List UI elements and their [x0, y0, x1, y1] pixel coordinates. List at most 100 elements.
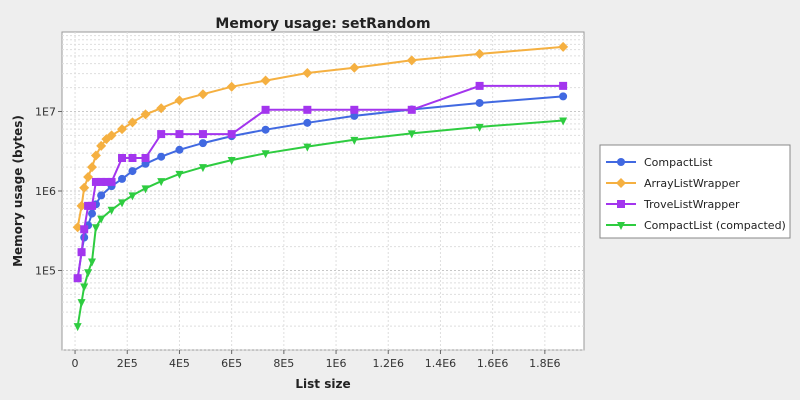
data-point [106, 130, 117, 141]
series-compactlist-compacted [73, 117, 568, 332]
data-point [617, 158, 625, 166]
data-point [128, 167, 137, 176]
data-point [91, 177, 100, 186]
legend-label: ArrayListWrapper [644, 177, 740, 190]
series-trovelistwrapper [73, 81, 568, 283]
data-point [260, 75, 271, 86]
data-point [80, 283, 89, 292]
legend: CompactList ArrayListWrapper TroveListWrap… [599, 144, 791, 239]
data-point [226, 81, 237, 92]
data-point [302, 67, 313, 78]
data-point [96, 140, 107, 151]
x-tick-label: 1.2E6 [373, 357, 404, 370]
data-point [475, 123, 484, 132]
data-point [88, 209, 97, 218]
data-point [72, 222, 83, 233]
data-point [559, 117, 568, 126]
data-point [197, 89, 208, 100]
data-point [73, 274, 82, 283]
data-point [350, 136, 359, 145]
data-point [175, 145, 184, 154]
data-point [175, 170, 184, 179]
data-point [475, 81, 484, 90]
data-point [83, 172, 94, 183]
data-point [559, 81, 568, 90]
y-tick-label: 1E7 [35, 106, 56, 119]
data-point [77, 248, 86, 257]
x-tick-label: 1.6E6 [477, 357, 508, 370]
legend-label: CompactList (compacted) [644, 219, 786, 232]
data-point [174, 95, 185, 106]
data-point [118, 199, 127, 208]
data-point [350, 111, 359, 120]
data-point [303, 143, 312, 152]
data-point [102, 177, 111, 186]
data-point [141, 154, 150, 163]
data-point [73, 323, 82, 332]
data-point [157, 130, 166, 139]
data-point [350, 105, 359, 114]
data-point [97, 177, 106, 186]
x-tick-label: 2E5 [117, 357, 138, 370]
y-tick-label: 1E5 [35, 265, 56, 278]
data-point [303, 105, 312, 114]
legend-label: TroveListWrapper [643, 198, 740, 211]
data-point [77, 299, 86, 308]
series-arraylistwrapper [72, 41, 569, 233]
data-point [227, 130, 236, 139]
data-point [127, 117, 138, 128]
data-point [617, 200, 625, 208]
x-tick-label: 1E6 [326, 357, 347, 370]
data-point [118, 154, 127, 163]
data-point [117, 124, 128, 135]
data-point [128, 192, 137, 201]
legend-entry: ArrayListWrapper [606, 177, 740, 190]
data-point [118, 174, 127, 183]
data-point [90, 150, 101, 161]
data-point [559, 92, 568, 101]
legend-box [599, 144, 791, 239]
data-point [80, 225, 89, 234]
data-point [349, 62, 360, 73]
data-point [84, 269, 93, 278]
data-point [175, 130, 184, 139]
data-point [157, 152, 166, 161]
data-point [558, 41, 569, 52]
data-point [261, 150, 270, 159]
data-point [406, 55, 417, 66]
legend-label: CompactList [644, 156, 713, 169]
x-tick-label: 8E5 [273, 357, 294, 370]
data-point [198, 130, 207, 139]
data-point [79, 182, 90, 193]
series-line [76, 45, 564, 228]
data-point [617, 222, 625, 230]
series-layer [72, 41, 569, 332]
y-tick-label: 1E6 [35, 185, 56, 198]
data-point [87, 162, 98, 173]
data-point [88, 201, 97, 210]
data-point [88, 258, 97, 267]
chart-title: Memory usage: setRandom [215, 16, 430, 32]
x-tick-label: 6E5 [221, 357, 242, 370]
data-point [76, 200, 87, 211]
data-point [157, 178, 166, 187]
data-point [107, 177, 116, 186]
data-point [261, 105, 270, 114]
data-point [128, 154, 137, 163]
data-point [198, 139, 207, 148]
legend-entry: TroveListWrapper [606, 198, 740, 211]
data-point [475, 98, 484, 107]
legend-entry: CompactList [606, 156, 713, 169]
data-point [107, 206, 116, 215]
data-point [198, 164, 207, 173]
data-point [91, 224, 100, 233]
y-axis-ticks: 1E5 1E6 1E7 [35, 106, 62, 278]
data-point [474, 48, 485, 59]
x-tick-label: 0 [72, 357, 79, 370]
x-tick-label: 4E5 [169, 357, 190, 370]
data-point [141, 185, 150, 194]
data-point [616, 178, 626, 188]
data-point [156, 103, 167, 114]
data-point [227, 157, 236, 166]
